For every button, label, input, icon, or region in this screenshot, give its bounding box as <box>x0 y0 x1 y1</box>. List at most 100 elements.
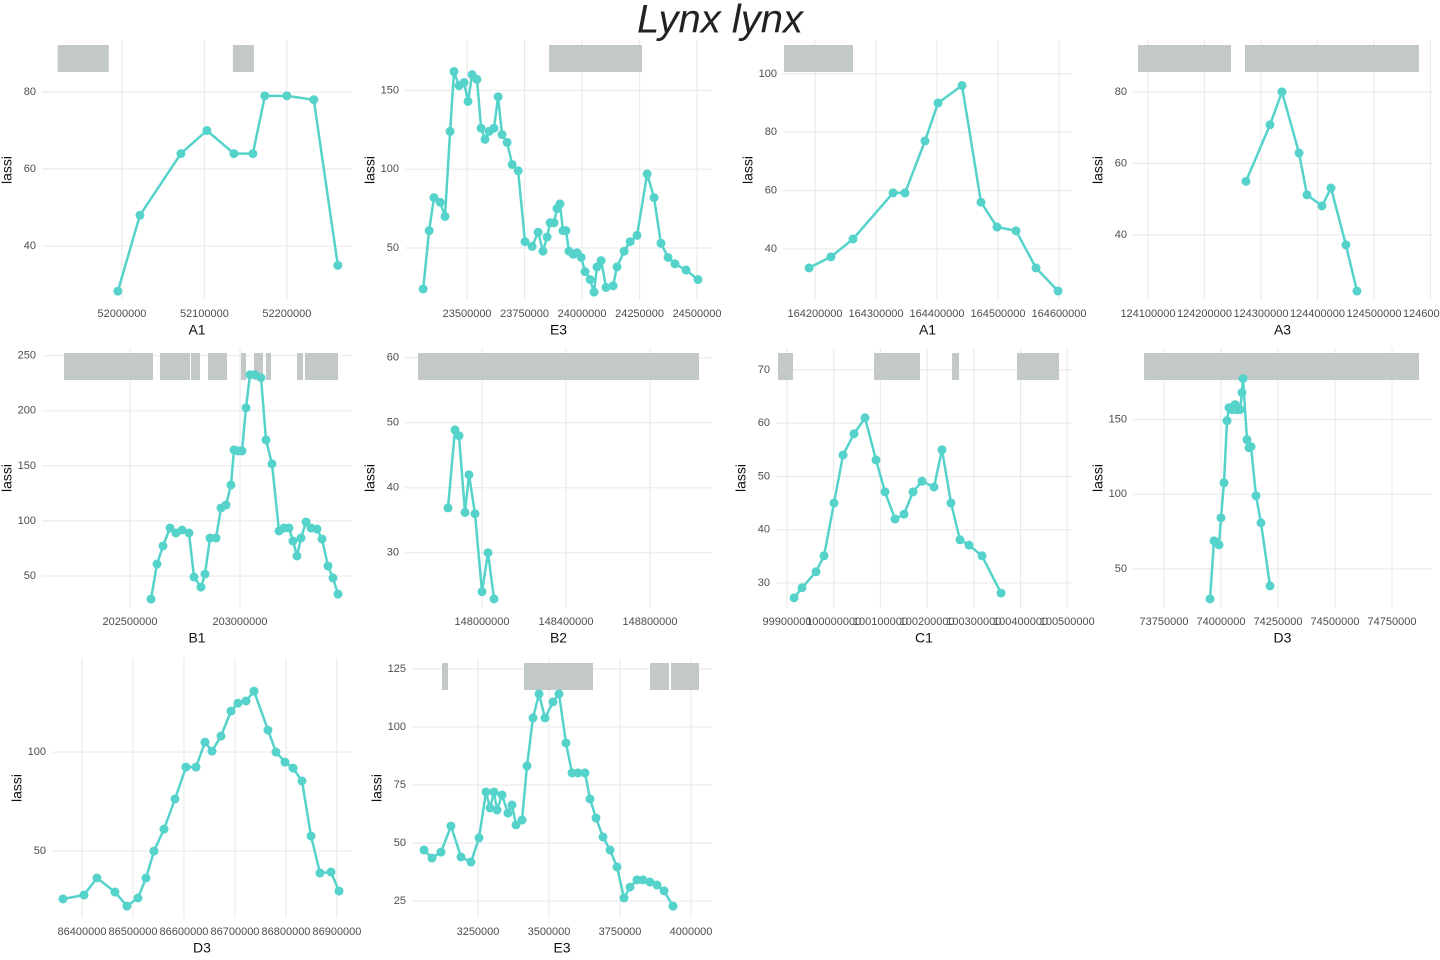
data-point <box>880 487 890 497</box>
range-band <box>1137 45 1231 72</box>
data-point <box>221 500 231 510</box>
range-band <box>952 353 960 380</box>
data-point <box>663 252 673 262</box>
y-tick-label: 150 <box>381 84 399 96</box>
y-tick-label: 70 <box>758 364 770 376</box>
x-axis-label: E3 <box>550 322 567 338</box>
x-tick-label: 164400000 <box>909 308 964 320</box>
panel: 30 40 50 60 148000000 148400000 148800000 B2 las… <box>362 348 712 646</box>
data-point <box>207 746 217 756</box>
y-tick-label: 100 <box>18 515 36 527</box>
x-tick-label: 74000000 <box>1197 616 1246 628</box>
data-point <box>460 507 470 517</box>
y-axis-label: lassi <box>362 156 378 184</box>
data-point <box>489 123 499 133</box>
x-tick-label: 4000000 <box>670 926 713 938</box>
data-point <box>900 188 910 198</box>
data-point <box>670 259 680 269</box>
data-point <box>1277 87 1287 97</box>
data-point <box>196 582 206 592</box>
data-point <box>159 824 169 834</box>
x-tick-label: 24250000 <box>615 308 664 320</box>
range-band <box>549 45 643 72</box>
data-point <box>485 803 495 813</box>
x-tick-label: 124400000 <box>1290 308 1345 320</box>
y-tick-label: 100 <box>1109 488 1127 500</box>
data-point <box>216 731 226 741</box>
y-axis-label: lassi <box>740 156 756 184</box>
y-tick-label: 80 <box>24 86 36 98</box>
data-point <box>511 820 521 830</box>
x-tick-label: 74750000 <box>1368 616 1417 628</box>
data-point <box>424 226 434 236</box>
data-point <box>1237 388 1247 398</box>
range-band <box>253 353 263 380</box>
x-tick-label: 99900000 <box>763 616 812 628</box>
data-point <box>538 246 548 256</box>
data-point <box>1317 201 1327 211</box>
data-point <box>1265 120 1275 130</box>
x-tick-label: 164500000 <box>970 308 1025 320</box>
data-point <box>513 166 523 176</box>
data-point <box>520 237 530 247</box>
data-point <box>189 572 199 582</box>
data-point <box>992 222 1002 232</box>
data-point <box>1222 416 1232 426</box>
data-point <box>548 697 558 707</box>
y-tick-label: 50 <box>387 242 399 254</box>
data-point <box>860 413 870 423</box>
data-point <box>1238 374 1248 384</box>
data-point <box>1256 518 1266 528</box>
data-point <box>449 67 459 77</box>
data-point <box>292 551 302 561</box>
data-point <box>334 886 344 896</box>
data-point <box>309 95 319 105</box>
data-point <box>497 790 507 800</box>
data-point <box>596 256 606 266</box>
data-point <box>470 509 480 519</box>
data-point <box>668 901 678 911</box>
data-point <box>296 533 306 543</box>
x-tick-label: 124500000 <box>1346 308 1401 320</box>
y-axis-label: lassi <box>1090 464 1106 492</box>
data-point <box>152 559 162 569</box>
x-tick-label: 164200000 <box>787 308 842 320</box>
data-point <box>608 281 618 291</box>
data-point <box>328 573 338 583</box>
data-point <box>619 246 629 256</box>
data-point <box>323 561 333 571</box>
x-tick-label: 86800000 <box>261 926 310 938</box>
x-tick-label: 148800000 <box>622 616 677 628</box>
data-point <box>333 260 343 270</box>
data-point <box>436 847 446 857</box>
range-band <box>57 45 109 72</box>
data-line <box>62 689 341 908</box>
data-point <box>1246 442 1256 452</box>
x-axis-label: D3 <box>1274 630 1292 646</box>
data-point <box>632 230 642 240</box>
data-point <box>580 267 590 277</box>
data-point <box>527 241 537 251</box>
data-point <box>202 126 212 136</box>
x-tick-label: 3500000 <box>528 926 571 938</box>
data-point <box>481 787 491 797</box>
x-tick-label: 100000000 <box>806 616 861 628</box>
y-axis-label: lassi <box>0 156 15 184</box>
data-point <box>561 226 571 236</box>
data-point <box>445 126 455 136</box>
data-point <box>418 284 428 294</box>
data-point <box>282 91 292 101</box>
y-tick-label: 60 <box>758 417 770 429</box>
data-point <box>826 252 836 262</box>
panel: 50 100 150 200 250 202500000 203000000 B1 lassi <box>0 348 352 646</box>
range-band <box>297 353 304 380</box>
y-tick-label: 80 <box>1115 86 1127 98</box>
panel: 50 100 150 73750000 74000000 74250000 74500000… <box>1090 348 1432 646</box>
data-point <box>829 498 839 508</box>
y-tick-label: 60 <box>24 163 36 175</box>
data-point <box>605 845 615 855</box>
data-point <box>443 503 453 513</box>
y-tick-label: 50 <box>34 845 46 857</box>
range-band <box>240 353 247 380</box>
